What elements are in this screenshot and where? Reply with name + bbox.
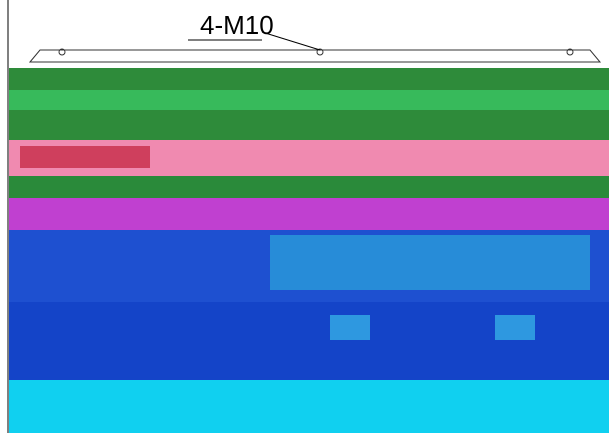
band-magenta <box>9 198 609 230</box>
detail <box>495 315 535 340</box>
band-red <box>20 146 150 168</box>
band-dark-blue <box>9 302 609 380</box>
band-cyan <box>9 380 609 433</box>
detail <box>330 315 370 340</box>
drawing: 4-M10 <box>0 0 609 433</box>
band-green-light <box>9 90 609 110</box>
callout-label: 4-M10 <box>200 10 274 40</box>
band-cyan-pattern <box>270 235 590 290</box>
band-green-2 <box>9 176 609 198</box>
